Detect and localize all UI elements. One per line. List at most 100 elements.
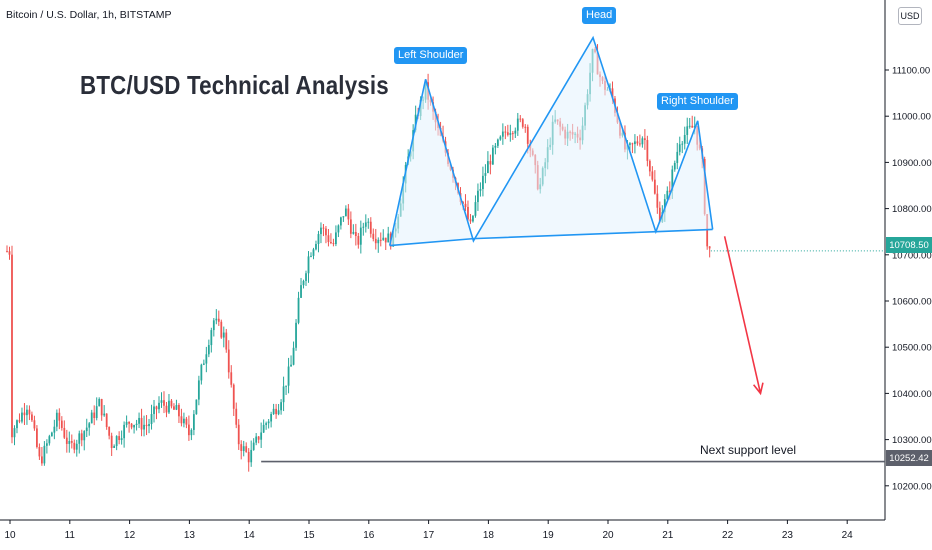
candle-body xyxy=(45,443,48,446)
candle-body xyxy=(282,386,285,403)
candle-body xyxy=(683,134,686,144)
candle-body xyxy=(195,399,198,415)
currency-badge[interactable]: USD xyxy=(898,7,922,25)
candle-body xyxy=(357,236,360,245)
candle-body xyxy=(143,424,145,430)
candle-body xyxy=(509,133,512,135)
candle-body xyxy=(658,207,661,222)
candle-body xyxy=(125,421,128,425)
candle-body xyxy=(170,400,173,407)
candle-body xyxy=(467,206,469,220)
candle-body xyxy=(43,445,46,464)
x-tick-label: 20 xyxy=(602,530,614,541)
candle-body xyxy=(210,330,213,346)
candle-body xyxy=(681,143,684,145)
candle-body xyxy=(320,227,322,235)
head-label: Head xyxy=(582,7,617,24)
candle-body xyxy=(190,429,193,436)
candle-body xyxy=(6,251,8,253)
candle-body xyxy=(110,435,113,448)
candle-body xyxy=(272,408,275,414)
y-tick-label: 10600.00 xyxy=(892,297,932,308)
candle-body xyxy=(222,332,225,338)
candle-body xyxy=(150,414,153,425)
candle-body xyxy=(202,363,205,365)
candle-body xyxy=(671,169,674,192)
candle-body xyxy=(300,285,302,298)
y-tick-label: 11000.00 xyxy=(892,112,931,123)
candle-body xyxy=(207,345,210,355)
candle-body xyxy=(312,249,315,256)
candle-body xyxy=(105,413,108,427)
candle-body xyxy=(643,138,646,141)
candle-body xyxy=(262,424,265,433)
neckline xyxy=(389,228,713,247)
candle-body xyxy=(676,151,679,163)
candle-body xyxy=(489,161,492,165)
candle-body xyxy=(68,441,71,444)
candle-body xyxy=(325,228,327,236)
candle-body xyxy=(472,215,474,222)
candle-body xyxy=(499,136,502,140)
candle-body xyxy=(40,456,43,464)
candle-body xyxy=(646,140,649,161)
candle-body xyxy=(260,432,263,440)
projection-arrow xyxy=(723,236,762,394)
candle-body xyxy=(237,424,240,445)
candle-body xyxy=(379,239,382,241)
candle-body xyxy=(479,189,482,191)
candle-body xyxy=(265,423,268,425)
candle-body xyxy=(205,354,208,364)
y-tick-label: 10200.00 xyxy=(892,481,932,492)
candle-body xyxy=(364,222,367,227)
candle-body xyxy=(347,208,350,220)
candle-body xyxy=(55,412,58,427)
candle-body xyxy=(491,147,494,165)
candle-body xyxy=(344,208,347,217)
candle-body xyxy=(13,428,16,438)
candle-body xyxy=(252,442,255,450)
candle-body xyxy=(315,243,317,250)
candle-body xyxy=(235,408,238,425)
candle-body xyxy=(73,442,76,450)
candle-body xyxy=(120,438,123,441)
candle-body xyxy=(153,406,155,415)
y-tick-label: 10800.00 xyxy=(892,204,932,215)
candle-body xyxy=(377,239,380,244)
x-tick-label: 17 xyxy=(423,530,435,541)
candle-body xyxy=(369,221,372,234)
candle-body xyxy=(382,237,385,240)
candle-body xyxy=(140,417,143,430)
candle-body xyxy=(75,443,78,450)
candle-body xyxy=(103,413,106,416)
candle-body xyxy=(227,349,230,373)
candle-body xyxy=(31,414,33,421)
y-tick-label: 10300.00 xyxy=(892,435,932,446)
candle-body xyxy=(242,446,245,451)
candle-body xyxy=(521,119,524,127)
candle-body xyxy=(359,227,362,245)
x-tick-label: 22 xyxy=(722,530,734,541)
candle-body xyxy=(118,436,121,441)
candle-body xyxy=(192,414,195,430)
y-tick-label: 10400.00 xyxy=(892,389,932,400)
candle-body xyxy=(58,412,61,421)
candle-body xyxy=(23,412,26,416)
candle-body xyxy=(220,321,223,338)
candle-body xyxy=(678,144,681,152)
candle-body xyxy=(78,433,81,444)
pattern-fill xyxy=(389,37,713,246)
candle-body xyxy=(367,221,370,223)
candle-body xyxy=(651,171,654,180)
candle-body xyxy=(708,246,711,249)
candle-body xyxy=(88,423,91,428)
candle-body xyxy=(36,428,38,448)
candle-body xyxy=(80,433,83,441)
candle-body xyxy=(100,399,103,416)
x-tick-label: 12 xyxy=(124,530,136,541)
candle-body xyxy=(653,179,656,194)
candle-body xyxy=(362,226,365,228)
candle-body xyxy=(354,231,357,237)
candle-body xyxy=(636,141,639,144)
